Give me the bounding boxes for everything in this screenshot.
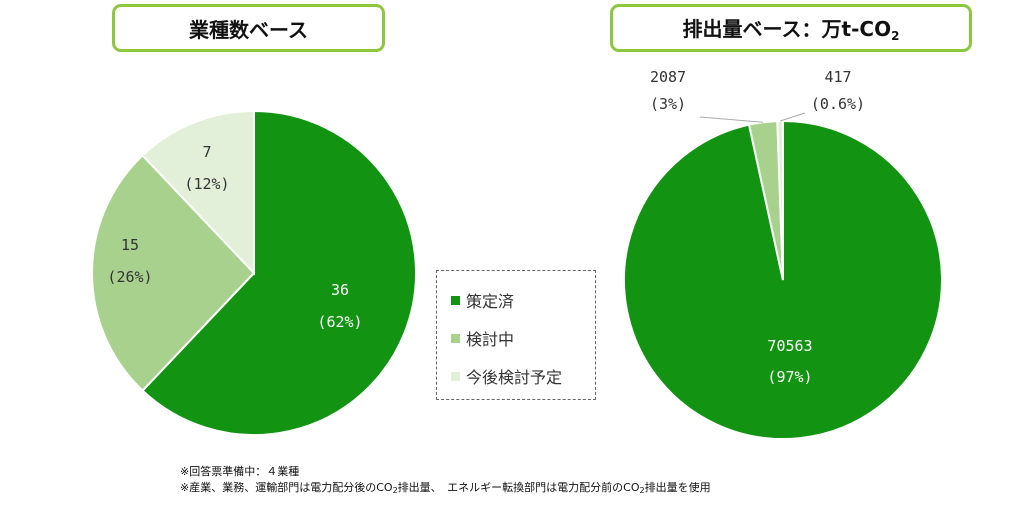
pie1-leader-line-kento [699, 116, 764, 123]
legend-item-kongo: 今後検討予定 [451, 357, 595, 395]
pie1-value-label-kongo: 417 [824, 68, 851, 86]
chart-title-text: 排出量ベース：万t-CO2 [682, 17, 900, 43]
legend-label: 今後検討予定 [466, 368, 563, 387]
footnote-2: ※産業、業務、運輸部門は電力配分後のCO2排出量、 エネルギー転換部門は電力配分… [180, 481, 711, 495]
pie1-value-label-kento: 2087 [650, 68, 686, 86]
pie1-percent-label-kento: (3%) [650, 95, 686, 113]
pie0-slice-kento [91, 153, 256, 393]
pie1-percent-label-kongo: (0.6%) [811, 95, 865, 113]
chart-title-text: 業種数ベース [189, 17, 308, 42]
footnotes: ※回答票準備中：４業種 ※産業、業務、運輸部門は電力配分後のCO2排出量、 エネ… [180, 464, 711, 499]
legend-swatch-kongo [451, 371, 460, 381]
pie0-percent-label-kento: (26%) [107, 268, 152, 286]
chart-title-industry-count: 業種数ベース [112, 4, 385, 52]
pie0-slice-kongo [141, 109, 255, 276]
chart-title-emissions: 排出量ベース：万t-CO2 [610, 4, 972, 52]
legend-label: 検討中 [466, 330, 515, 349]
legend-swatch-sakutei [451, 295, 460, 305]
legend: 策定済 検討中 今後検討予定 [436, 270, 596, 400]
pie1-leader-line-kongo [779, 112, 806, 122]
pie0-value-label-kongo: 7 [202, 143, 211, 161]
pie0-value-label-kento: 15 [121, 236, 139, 254]
pie0-percent-label-sakutei: (62%) [317, 313, 362, 331]
pie1-percent-label-sakutei: (97%) [767, 368, 812, 386]
pie0-slice-sakutei [141, 109, 417, 436]
pie0-value-label-sakutei: 36 [331, 281, 349, 299]
pie0-percent-label-kongo: (12%) [184, 175, 229, 193]
legend-item-sakutei: 策定済 [451, 281, 595, 319]
legend-item-kento: 検討中 [451, 319, 595, 357]
pie1-value-label-sakutei: 70563 [767, 337, 812, 355]
title-subscript: 2 [891, 29, 900, 43]
legend-label: 策定済 [466, 292, 515, 311]
footnote-1: ※回答票準備中：４業種 [180, 465, 300, 478]
legend-swatch-kento [451, 333, 460, 343]
